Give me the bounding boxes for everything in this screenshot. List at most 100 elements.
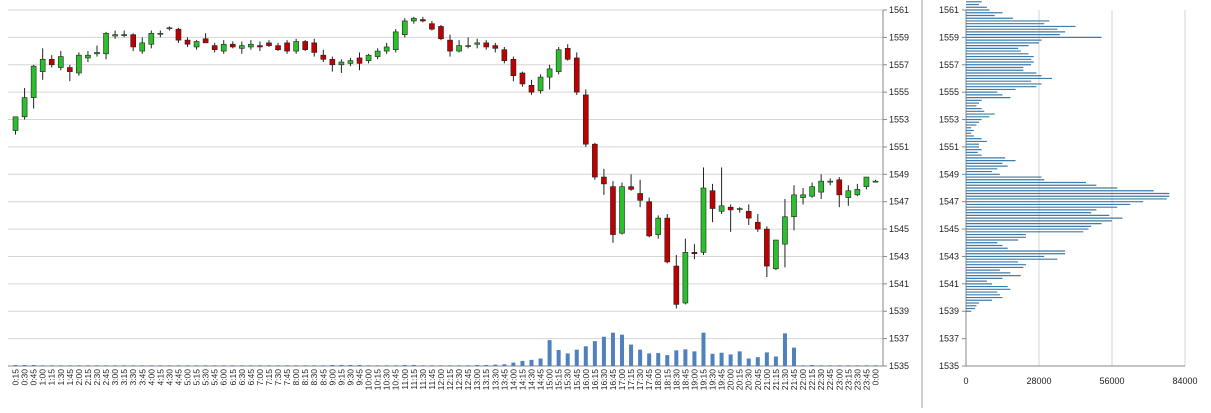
price-x-tick-label: 13:15	[481, 369, 491, 391]
price-x-tick-label: 10:15	[373, 369, 383, 391]
candle-body	[420, 19, 426, 22]
candle-body	[175, 28, 182, 41]
volume-bar	[493, 364, 498, 366]
volume-bar	[131, 365, 136, 366]
candle-body	[809, 186, 815, 197]
volume-bar	[502, 364, 507, 366]
profile-y-tick-label: 1557	[939, 60, 959, 70]
volume-bar	[149, 365, 154, 366]
volume-bar	[22, 364, 27, 366]
volume-bar	[194, 365, 199, 366]
price-x-tick-label: 14:45	[536, 369, 546, 391]
price-x-tick-label: 12:30	[454, 369, 464, 391]
volume-bar	[212, 365, 217, 366]
volume-bar	[475, 364, 480, 366]
candle-body	[519, 72, 526, 85]
price-y-tick-label: 1551	[889, 142, 909, 152]
candle-body	[573, 57, 580, 93]
price-x-tick-label: 15:30	[563, 369, 573, 391]
volume-bar	[266, 365, 271, 366]
candle-body	[103, 32, 109, 55]
candle-body	[546, 68, 553, 78]
price-x-tick-label: 17:30	[635, 369, 645, 391]
price-x-tick-label: 15:15	[554, 369, 564, 391]
volume-bar	[321, 365, 326, 366]
price-x-tick-label: 11:00	[400, 369, 410, 390]
candle-body	[320, 54, 327, 60]
candle-body	[700, 187, 707, 253]
candle-body	[528, 85, 535, 93]
price-y-tick-label: 1549	[889, 169, 909, 179]
price-x-tick-label: 3:00	[110, 369, 120, 386]
price-x-tick-label: 0:15	[11, 369, 21, 386]
price-x-tick-label: 10:00	[364, 369, 374, 391]
candle-body	[619, 186, 625, 234]
candle-body	[510, 58, 517, 77]
price-x-tick-label: 14:30	[526, 369, 536, 391]
price-x-tick-label: 8:30	[309, 369, 319, 386]
candle-body	[338, 61, 345, 66]
price-x-tick-label: 22:15	[807, 369, 817, 391]
profile-y-tick-label: 1555	[939, 87, 959, 97]
volume-bar	[810, 364, 815, 366]
candle-body	[311, 42, 318, 53]
price-x-tick-label: 7:30	[273, 369, 283, 386]
volume-bar	[592, 341, 597, 366]
candle-body	[827, 180, 834, 183]
volume-bar	[221, 365, 226, 366]
volume-bar	[438, 365, 443, 366]
price-x-tick-label: 4:00	[146, 369, 156, 386]
price-x-tick-label: 21:30	[780, 369, 790, 391]
price-x-tick-label: 5:15	[192, 369, 202, 386]
price-x-tick-label: 12:45	[463, 369, 473, 391]
volume-bar	[792, 347, 797, 366]
volume-bar	[837, 365, 842, 366]
price-x-tick-label: 22:30	[816, 369, 826, 391]
volume-bar	[113, 365, 118, 366]
volume-bar	[819, 365, 824, 366]
candle-body	[655, 217, 662, 235]
candle-body	[501, 49, 508, 61]
candle-body	[374, 50, 381, 57]
price-x-tick-label: 9:30	[345, 369, 355, 386]
volume-bar	[420, 365, 425, 366]
price-x-tick-label: 14:00	[508, 369, 518, 391]
price-y-tick-label: 1537	[889, 334, 909, 344]
candle-body	[57, 56, 64, 68]
price-x-tick-label: 11:45	[427, 369, 437, 390]
profile-y-tick-label: 1561	[939, 5, 959, 15]
candle-body	[845, 190, 852, 198]
price-x-tick-label: 20:30	[744, 369, 754, 391]
price-x-tick-label: 17:00	[617, 369, 627, 391]
candle-body	[347, 60, 354, 64]
volume-bar	[629, 344, 634, 366]
price-x-tick-label: 5:30	[201, 369, 211, 386]
candle-body	[293, 41, 299, 52]
candle-body	[329, 58, 336, 66]
price-x-tick-label: 22:00	[798, 369, 808, 391]
candle-body	[202, 38, 209, 44]
price-x-tick-label: 9:15	[336, 369, 346, 386]
candle-body	[429, 23, 435, 30]
candle-body	[592, 143, 598, 178]
candle-body	[709, 190, 716, 209]
volume-bar	[764, 352, 769, 366]
candle-body	[266, 42, 272, 46]
volume-bar	[167, 365, 172, 366]
volume-bar	[692, 351, 697, 366]
volume-bar	[719, 352, 724, 366]
candle-body	[302, 41, 308, 51]
price-x-tick-label: 23:00	[834, 369, 844, 391]
price-x-tick-label: 20:45	[753, 369, 763, 391]
candle-body	[39, 58, 46, 72]
volume-bar	[701, 332, 706, 366]
price-x-tick-label: 16:30	[599, 369, 609, 391]
price-x-tick-label: 1:45	[65, 369, 75, 386]
candle-body	[130, 34, 137, 48]
candle-body	[691, 252, 698, 255]
profile-y-tick-label: 1543	[939, 251, 959, 261]
price-x-tick-label: 2:00	[74, 369, 84, 386]
volume-bar	[520, 360, 525, 366]
candle-body	[220, 43, 227, 52]
